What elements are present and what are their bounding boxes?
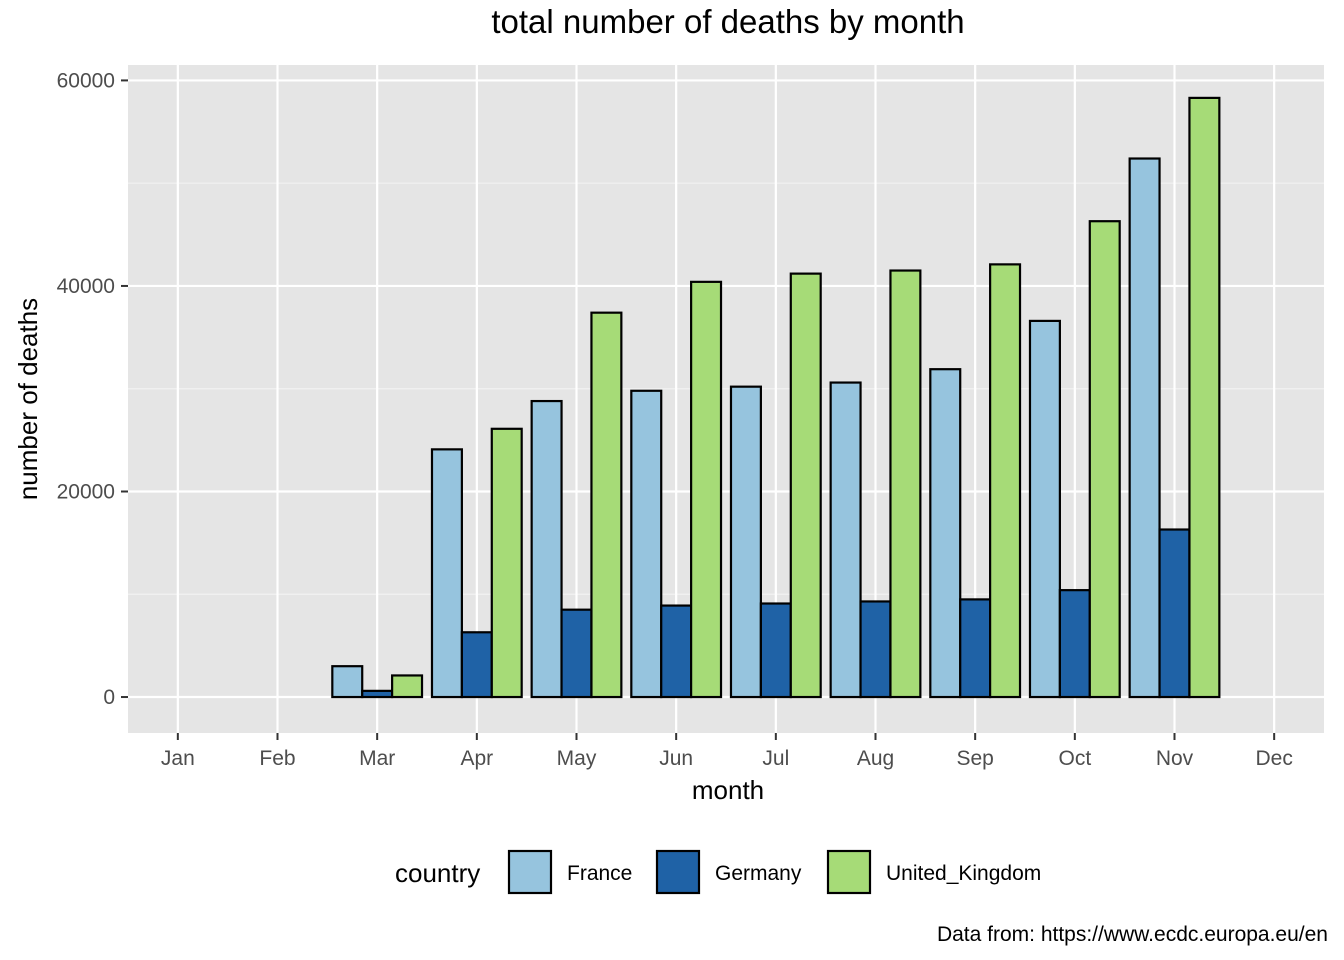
bar-france-aug xyxy=(829,381,862,699)
bar-united-kingdom-jul xyxy=(789,272,822,699)
legend-label: United_Kingdom xyxy=(886,862,1041,885)
bar-germany-jul xyxy=(759,602,792,699)
bar-germany-mar xyxy=(361,689,394,699)
bar-germany-sep xyxy=(959,598,992,699)
x-tick-label: Oct xyxy=(1058,747,1091,770)
x-tick-label: Feb xyxy=(259,747,295,770)
y-tick-label: 0 xyxy=(103,686,115,709)
bar-united-kingdom-mar xyxy=(391,674,424,699)
legend-key-united-kingdom xyxy=(826,849,872,895)
legend-label: France xyxy=(567,862,632,885)
bar-france-mar xyxy=(331,665,364,699)
bar-united-kingdom-jun xyxy=(690,280,723,699)
y-axis-title: number of deaths xyxy=(13,298,43,500)
x-tick-label: May xyxy=(557,747,597,770)
bar-united-kingdom-apr xyxy=(490,427,523,699)
bar-france-jun xyxy=(630,389,663,699)
bar-germany-nov xyxy=(1158,528,1191,699)
minor-gridlines xyxy=(128,182,1324,595)
chart-title: total number of deaths by month xyxy=(491,3,964,40)
x-axis: Jan Feb Mar Apr May Jun Jul Aug Sep Oct Nov Dec xyxy=(161,733,1293,770)
x-tick-label: Aug xyxy=(857,747,894,770)
bar-france-nov xyxy=(1128,157,1161,699)
bar-france-may xyxy=(530,399,563,699)
x-tick-label: Sep xyxy=(956,747,993,770)
x-tick-label: Jun xyxy=(659,747,693,770)
legend-label: Germany xyxy=(715,862,802,885)
x-tick-label: Jan xyxy=(161,747,195,770)
bar-united-kingdom-aug xyxy=(889,269,922,699)
bar-united-kingdom-sep xyxy=(989,263,1022,699)
y-axis: 0 20000 40000 60000 xyxy=(57,69,128,709)
x-tick-label: Jul xyxy=(762,747,789,770)
legend-key-france xyxy=(507,849,553,895)
bar-united-kingdom-oct xyxy=(1088,220,1121,699)
x-tick-label: Mar xyxy=(359,747,395,770)
plot-panel xyxy=(128,65,1324,733)
y-tick-label: 60000 xyxy=(57,69,115,92)
bar-germany-may xyxy=(560,608,593,699)
x-tick-label: Dec xyxy=(1255,747,1292,770)
bar-germany-jun xyxy=(660,604,693,699)
bar-germany-aug xyxy=(859,600,892,699)
legend-title: country xyxy=(395,858,480,888)
bar-france-jul xyxy=(729,385,762,699)
x-tick-label: Nov xyxy=(1156,747,1194,770)
bar-united-kingdom-nov xyxy=(1188,96,1221,699)
y-tick-label: 20000 xyxy=(57,480,115,503)
bar-germany-oct xyxy=(1058,589,1091,699)
bars xyxy=(331,96,1221,699)
legend: country France Germany United_Kingdom xyxy=(395,849,1041,895)
bar-germany-apr xyxy=(460,631,493,699)
x-axis-title: month xyxy=(692,775,764,805)
caption: Data from: https://www.ecdc.europa.eu/en xyxy=(937,923,1328,946)
bar-france-sep xyxy=(929,368,962,699)
bar-france-oct xyxy=(1028,319,1061,699)
bar-united-kingdom-may xyxy=(590,311,623,699)
legend-key-germany xyxy=(655,849,701,895)
major-gridlines xyxy=(128,65,1324,733)
x-tick-label: Apr xyxy=(460,747,493,770)
bar-france-apr xyxy=(430,448,463,699)
y-tick-label: 40000 xyxy=(57,275,115,298)
